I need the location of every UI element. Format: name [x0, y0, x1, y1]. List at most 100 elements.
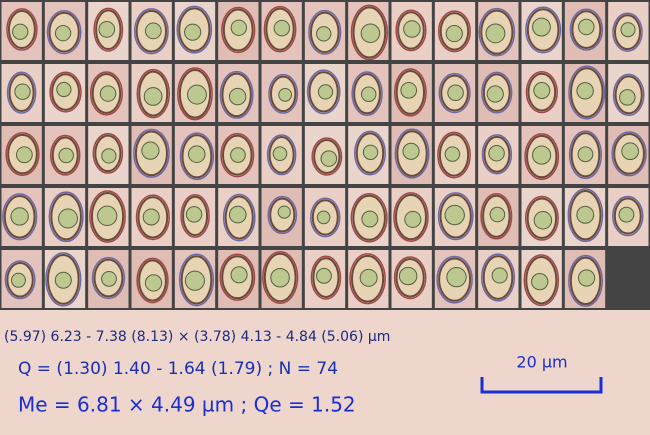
spore-guttule — [184, 270, 205, 291]
spore-wall — [612, 195, 644, 237]
spore-wall — [267, 195, 298, 235]
spore-wall — [436, 255, 473, 304]
spore-wall — [263, 5, 297, 53]
spore-guttule — [187, 145, 206, 163]
spore-guttule — [447, 84, 464, 102]
spore-guttule — [621, 142, 639, 161]
spore-wall — [89, 71, 123, 116]
spore-wall — [480, 253, 516, 302]
spore-wall — [2, 193, 38, 241]
spore-wall — [176, 5, 213, 54]
spore-guttule — [577, 269, 596, 287]
spore-guttule — [273, 19, 291, 37]
spore-wall — [525, 71, 558, 114]
spore-guttule — [618, 206, 635, 223]
spore-wall — [349, 253, 386, 305]
spore-guttule — [316, 26, 332, 42]
spore-wall — [266, 134, 297, 176]
spore-guttule — [143, 87, 163, 106]
scale-bar-label: 20 µm — [516, 353, 567, 372]
spore-guttule — [578, 18, 595, 36]
spore-wall — [481, 134, 513, 175]
spore-montage — [1, 2, 649, 308]
spore-guttule — [404, 210, 422, 228]
spore-guttule — [228, 205, 247, 224]
spore-guttule — [444, 146, 461, 162]
spore-wall — [220, 132, 255, 178]
spore-guttule — [361, 210, 379, 228]
spore-wall — [136, 257, 169, 304]
spore-guttule — [141, 141, 160, 160]
spore-guttule — [489, 206, 506, 223]
spore-guttule — [58, 147, 74, 164]
spore-wall — [6, 71, 37, 114]
spore-guttule — [10, 272, 26, 288]
spore-guttule — [402, 142, 420, 160]
spore-guttule — [99, 85, 117, 102]
quotient: Q = (1.30) 1.40 - 1.64 (1.79) ; N = 74 — [18, 359, 338, 379]
spore-wall — [46, 10, 82, 55]
spore-wall — [612, 12, 643, 52]
spore-guttule — [58, 208, 78, 229]
spore-guttule — [491, 267, 508, 284]
spore-wall — [49, 134, 81, 176]
spore-wall — [395, 9, 427, 52]
spore-wall — [569, 8, 604, 51]
spore-guttule — [142, 208, 160, 226]
means: Me = 6.81 × 4.49 µm ; Qe = 1.52 — [18, 393, 356, 417]
spore-guttule — [532, 17, 551, 37]
spore-wall — [135, 194, 170, 241]
spore-wall — [437, 131, 471, 179]
spore-wall — [568, 130, 603, 180]
spore-wall — [177, 67, 213, 121]
spore-wall — [310, 255, 342, 300]
spore-guttule — [359, 268, 378, 287]
spore-wall — [133, 128, 170, 178]
spore-wall — [480, 192, 513, 240]
spore-wall — [308, 9, 342, 55]
spore-guttule — [398, 266, 418, 286]
spore-guttule — [486, 85, 504, 103]
spore-guttule — [445, 24, 463, 43]
spore-guttule — [277, 205, 291, 219]
spore-wall — [92, 132, 124, 174]
spore-wall — [5, 132, 40, 177]
spore-wall — [353, 130, 386, 176]
spore-guttule — [576, 82, 594, 100]
spore-wall — [438, 72, 471, 114]
spore-wall — [478, 7, 516, 57]
spore-wall — [136, 68, 171, 119]
spore-guttule — [230, 19, 248, 36]
spore-wall — [437, 192, 474, 241]
spore-guttule — [619, 89, 636, 106]
spore-wall — [45, 252, 82, 307]
spore-wall — [268, 73, 299, 114]
spore-guttule — [230, 147, 246, 163]
spore-guttule — [12, 23, 29, 40]
spore-guttule — [533, 211, 553, 230]
spore-guttule — [272, 146, 288, 161]
spore-wall — [306, 69, 341, 115]
spore-wall — [568, 65, 606, 120]
spore-wall — [524, 195, 559, 241]
spore-guttule — [577, 146, 594, 163]
spore-guttule — [533, 82, 551, 99]
spore-guttule — [320, 150, 338, 167]
spore-guttule — [15, 146, 33, 164]
spore-guttule — [576, 205, 595, 224]
size-range: (5.97) 6.23 - 7.38 (8.13) × (3.78) 4.13 … — [4, 329, 390, 345]
spore-guttule — [316, 210, 331, 225]
spore-wall — [49, 71, 82, 113]
spore-guttule — [270, 267, 290, 288]
spore-wall — [179, 132, 215, 181]
spore-wall — [91, 256, 126, 300]
spore-wall — [394, 128, 430, 179]
spore-wall — [612, 73, 645, 117]
spore-wall — [393, 68, 427, 117]
spore-guttule — [531, 272, 549, 291]
spore-wall — [311, 137, 343, 176]
spore-wall — [221, 6, 256, 54]
spore-guttule — [317, 84, 334, 100]
spore-guttule — [360, 23, 381, 44]
spore-wall — [393, 256, 427, 300]
